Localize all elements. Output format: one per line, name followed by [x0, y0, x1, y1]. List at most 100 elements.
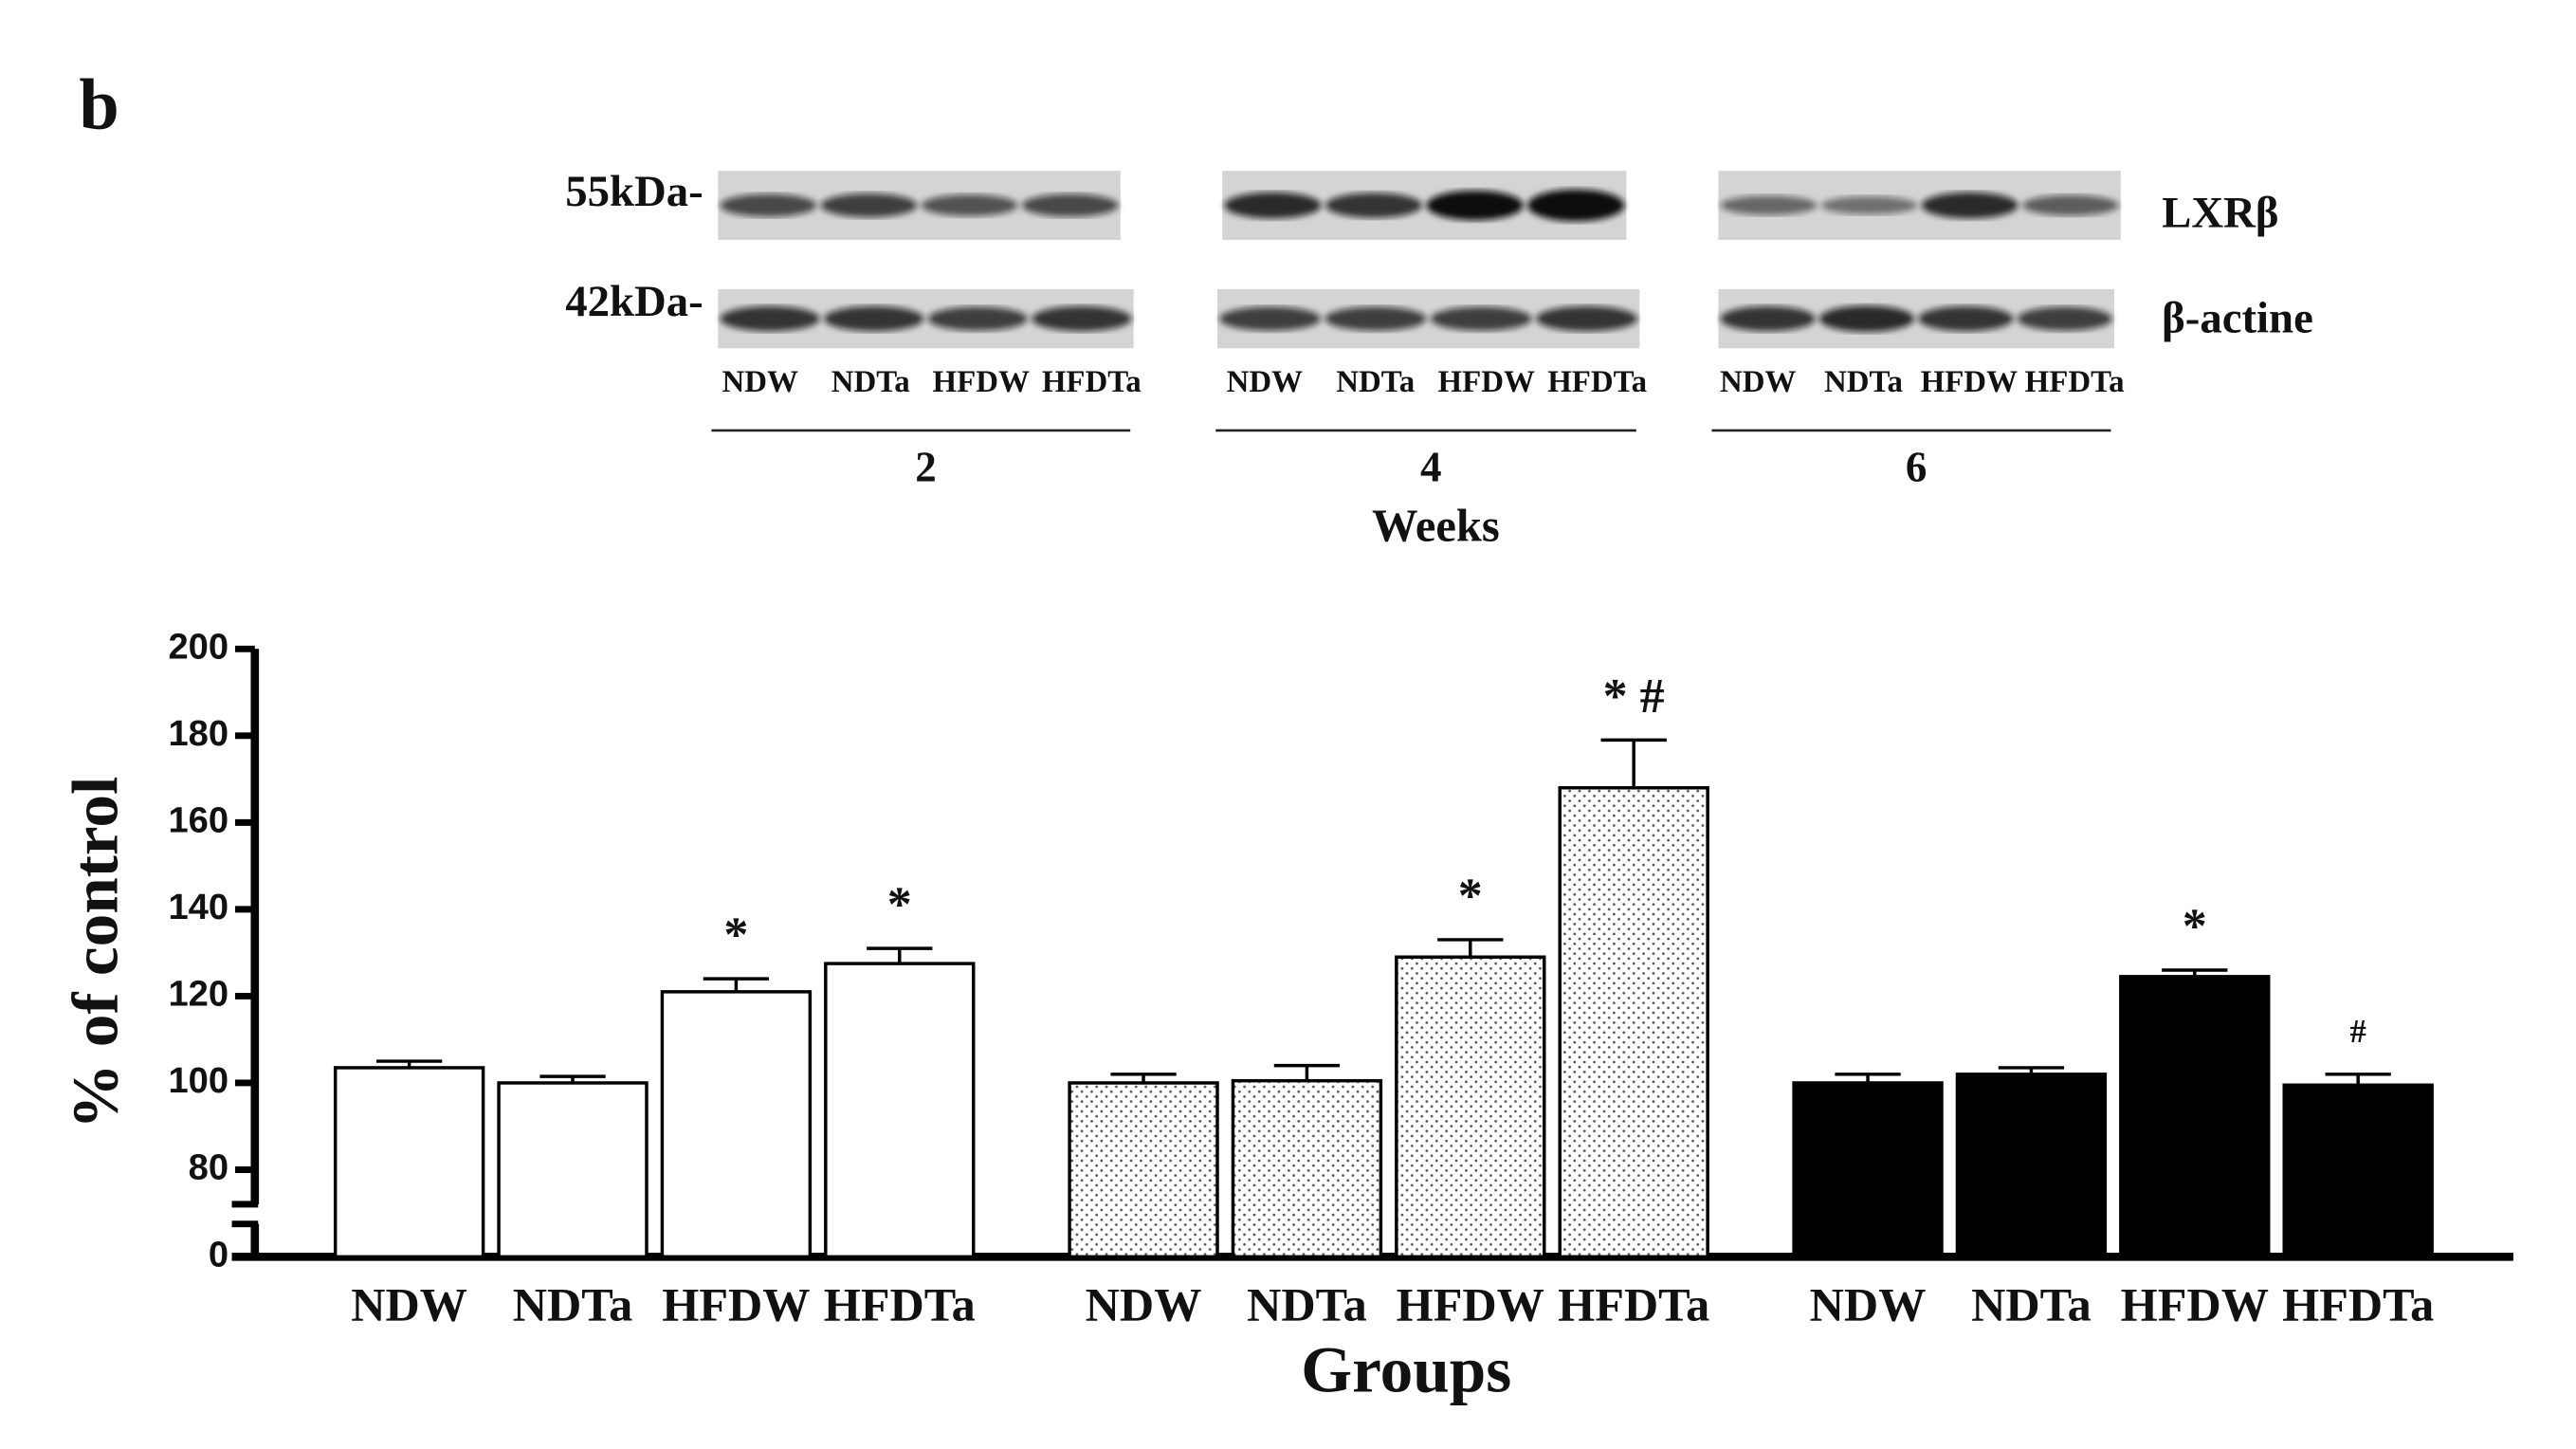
error-bar: [1998, 1066, 2065, 1074]
blot-band: [1720, 195, 1818, 215]
y-axis-title: % of control: [59, 777, 132, 1129]
blot-band: [824, 305, 924, 332]
blot-band: [1021, 193, 1119, 217]
blot-band: [2021, 194, 2119, 216]
blot-band: [1918, 305, 2014, 332]
lane-label: HFDTa: [1547, 365, 1647, 399]
error-bar: [1110, 1073, 1177, 1083]
bar: [1395, 955, 1546, 1259]
blot-band: [1430, 306, 1532, 331]
blot-band: [1219, 306, 1322, 331]
blot-band: [1526, 189, 1625, 222]
x-tick-label: HFDTa: [2282, 1277, 2434, 1330]
significance-mark: * #: [1603, 669, 1665, 724]
lane-label: NDW: [1720, 365, 1797, 399]
blot-band: [720, 305, 820, 332]
marker-label: 55kDa-: [565, 167, 703, 216]
blot-band: [1325, 193, 1423, 218]
error-bar: [376, 1059, 443, 1068]
lane-label: HFDW: [1921, 365, 2018, 399]
x-tick-label: HFDW: [2121, 1277, 2269, 1330]
blot-band: [921, 194, 1018, 216]
y-tick-label: 140: [168, 888, 228, 927]
x-tick-label: NDW: [351, 1277, 467, 1330]
significance-mark: *: [723, 908, 748, 962]
blot-band: [720, 193, 817, 217]
blot-band: [1921, 192, 2019, 219]
panel-label: b: [79, 64, 119, 144]
blot-band: [1820, 196, 1918, 215]
error-bar: [2325, 1073, 2391, 1086]
bar: [1955, 1073, 2108, 1259]
x-tick-label: NDTa: [1971, 1277, 2092, 1330]
bar: [1068, 1081, 1219, 1259]
x-axis-title: Groups: [1301, 1333, 1511, 1406]
error-bar: [703, 977, 770, 992]
error-bar: [539, 1074, 606, 1083]
lane-label: NDTa: [831, 365, 910, 399]
bar: [497, 1081, 649, 1259]
bar: [824, 962, 976, 1259]
lane-label: NDTa: [1336, 365, 1415, 399]
x-tick-label: NDTa: [1247, 1277, 1367, 1330]
blot-band: [1032, 305, 1132, 332]
bar: [1231, 1078, 1383, 1259]
axis-break: [235, 1203, 275, 1224]
bar: [1558, 786, 1709, 1259]
lane-label: NDW: [1227, 365, 1304, 399]
blot-band: [1818, 305, 1915, 332]
x-tick-label: NDW: [1810, 1277, 1927, 1330]
marker-label: 42kDa-: [565, 277, 703, 326]
week-label: 4: [1420, 444, 1442, 491]
blot-band: [1536, 305, 1638, 332]
x-tick-label: HFDW: [662, 1277, 810, 1330]
blot-band: [1224, 192, 1322, 219]
lane-label: NDW: [722, 365, 799, 399]
weeks-label: Weeks: [1372, 502, 1500, 552]
y-tick-label: 0: [209, 1235, 228, 1275]
blot-band: [1325, 306, 1427, 331]
error-bar: [1437, 938, 1504, 958]
blot-band: [820, 193, 918, 218]
y-tick-label: 180: [168, 714, 228, 754]
x-tick-label: HFDTa: [1558, 1277, 1709, 1330]
protein-label: β-actine: [2162, 293, 2313, 342]
error-bar: [867, 946, 933, 964]
y-tick-label: 80: [189, 1148, 228, 1188]
lane-label: NDTa: [1824, 365, 1903, 399]
y-tick-label: 120: [168, 974, 228, 1014]
error-bar: [1835, 1073, 1901, 1083]
week-label: 2: [915, 444, 937, 491]
protein-label: LXRβ: [2162, 188, 2278, 237]
week-label: 6: [1906, 444, 1927, 491]
blot-band: [2017, 306, 2112, 331]
lane-label: HFDW: [933, 365, 1030, 399]
x-tick-label: NDW: [1086, 1277, 1202, 1330]
error-bar: [2162, 968, 2228, 977]
bar: [333, 1066, 485, 1259]
x-tick-label: HFDW: [1397, 1277, 1544, 1330]
axis-break-mark: [231, 1201, 259, 1228]
blot-band: [1426, 190, 1524, 221]
blot-band: [927, 306, 1028, 331]
x-tick-label: NDTa: [513, 1277, 633, 1330]
x-tick-label: HFDTa: [824, 1277, 976, 1330]
y-tick-label: 160: [168, 800, 228, 840]
significance-mark: *: [1458, 869, 1483, 923]
y-tick-label: 100: [168, 1061, 228, 1101]
lane-label: HFDTa: [1042, 365, 1142, 399]
significance-mark: #: [2350, 1014, 2366, 1050]
significance-mark: *: [887, 877, 912, 931]
lane-label: HFDTa: [2025, 365, 2125, 399]
bar: [2282, 1083, 2434, 1259]
bar: [660, 990, 813, 1259]
bar: [2119, 975, 2271, 1259]
error-bar: [1600, 738, 1667, 788]
error-bar: [1273, 1063, 1341, 1081]
blot-band: [1720, 305, 1816, 332]
bar: [1792, 1081, 1944, 1259]
y-tick-label: 200: [168, 627, 228, 667]
significance-mark: *: [2183, 899, 2207, 953]
